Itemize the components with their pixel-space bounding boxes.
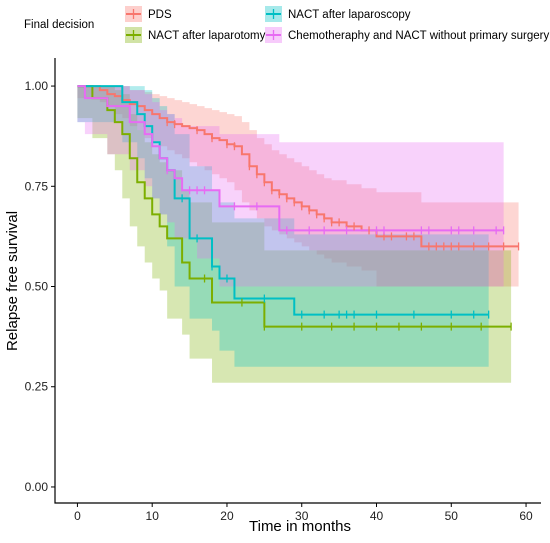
y-tick-label-3: 0.75 <box>25 179 49 193</box>
legend-label-0: PDS <box>148 9 172 21</box>
censor-marks <box>166 118 520 331</box>
legend-item-2: NACT after laparoscopy <box>265 6 411 22</box>
legend: Final decision PDS NACT after laparotomy N… <box>24 6 549 43</box>
confidence-band-1 <box>77 86 512 383</box>
legend-label-2: NACT after laparoscopy <box>288 9 411 21</box>
x-tick-label-5: 50 <box>445 509 459 523</box>
y-tick-label-4: 1.00 <box>25 79 49 93</box>
survival-line-3 <box>77 85 504 232</box>
y-tick-label-1: 0.25 <box>25 380 49 394</box>
axes: 0 10 20 30 40 50 60 0.00 0.25 0.50 0.75 1.00 <box>25 58 541 523</box>
confidence-band-2 <box>77 86 489 367</box>
axis-lines <box>54 58 541 504</box>
y-tick-label-2: 0.50 <box>25 280 49 294</box>
y-axis-title: Relapse free survival <box>4 211 21 351</box>
legend-item-0: PDS <box>125 6 172 22</box>
x-axis-title: Time in months <box>249 518 351 535</box>
x-tick-label-0: 0 <box>74 509 81 523</box>
x-tick-label-3: 30 <box>295 509 309 523</box>
survival-line-0 <box>77 85 519 248</box>
x-tick-label-4: 40 <box>370 509 384 523</box>
legend-label-1: NACT after laparotomy <box>148 30 266 42</box>
confidence-bands <box>77 86 519 383</box>
legend-title: Final decision <box>24 19 94 31</box>
x-tick-label-2: 20 <box>220 509 234 523</box>
legend-item-3: Chemotheraphy and NACT without primary s… <box>265 27 549 43</box>
survival-line-1 <box>77 85 512 328</box>
y-tick-label-0: 0.00 <box>25 480 49 494</box>
x-tick-label-1: 10 <box>146 509 160 523</box>
survival-lines <box>77 85 519 328</box>
x-tick-label-6: 60 <box>519 509 533 523</box>
legend-label-3: Chemotheraphy and NACT without primary s… <box>288 30 549 42</box>
legend-item-1: NACT after laparotomy <box>125 27 266 43</box>
